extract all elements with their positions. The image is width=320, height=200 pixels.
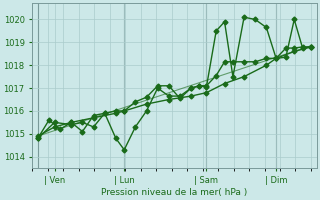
X-axis label: Pression niveau de la mer( hPa ): Pression niveau de la mer( hPa )	[101, 188, 247, 197]
